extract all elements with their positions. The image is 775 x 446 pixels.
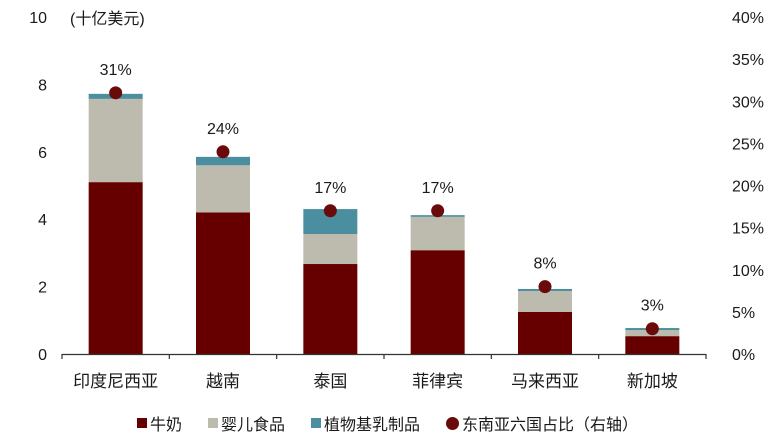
right-tick-label: 5% (732, 305, 755, 322)
share-dot (109, 86, 123, 100)
infant-food-swatch-icon (207, 418, 218, 428)
legend-label: 婴儿食品 (220, 417, 285, 434)
milk-swatch-icon (136, 418, 147, 428)
legend-label: 植物基乳制品 (324, 417, 421, 434)
bar-stack (518, 288, 572, 354)
share-dot (323, 204, 337, 218)
left-tick-label: 2 (38, 280, 47, 297)
bar-segment (410, 250, 465, 354)
share-dots: 31% 24% 17% 17% 8% 3% (100, 62, 664, 336)
bar-segment (196, 165, 250, 213)
right-tick-label: 35% (732, 52, 764, 69)
category-label: 马来西亚 (511, 372, 579, 391)
right-tick-label: 40% (732, 10, 764, 27)
bar-segment (625, 336, 680, 354)
bar-segment (88, 98, 143, 183)
bar-stack (303, 209, 358, 354)
bars (88, 93, 680, 354)
left-tick-label: 8 (38, 77, 47, 94)
left-tick-label: 0 (38, 347, 47, 364)
bar-segment (518, 311, 572, 354)
right-tick-label: 15% (732, 221, 764, 238)
legend-item-share: 东南亚六国占比（右轴） (446, 411, 638, 435)
bar-stack (196, 156, 250, 354)
share-dot (216, 145, 230, 159)
category-label: 越南 (206, 372, 240, 391)
category-label: 泰国 (313, 372, 347, 391)
legend-item-infant-food: 婴儿食品 (207, 411, 285, 435)
share-dot (431, 204, 445, 218)
bar-segment (196, 212, 250, 354)
share-data-label: 17% (422, 180, 454, 197)
bar-segment (196, 156, 250, 166)
legend-label: 东南亚六国占比（右轴） (462, 417, 639, 434)
legend-label: 牛奶 (149, 417, 182, 434)
bar-segment (88, 182, 143, 354)
right-tick-label: 0% (732, 347, 755, 364)
right-tick-label: 10% (732, 263, 764, 280)
share-data-label: 24% (207, 121, 239, 138)
right-tick-label: 30% (732, 94, 764, 111)
share-dot (645, 322, 659, 336)
share-data-label: 31% (100, 62, 132, 79)
left-tick-label: 4 (38, 212, 47, 229)
right-tick-label: 20% (732, 179, 764, 196)
category-label: 印度尼西亚 (73, 372, 158, 391)
bar-segment (303, 234, 358, 265)
category-label: 菲律宾 (412, 372, 463, 391)
share-dot (538, 280, 552, 294)
right-tick-label: 25% (732, 136, 764, 153)
bar-stack (410, 215, 465, 354)
bar-segment (518, 290, 572, 312)
x-axis: 印度尼西亚 越南 泰国 菲律宾 马来西亚 新加坡 (61, 353, 707, 391)
legend-item-plant-dairy: 植物基乳制品 (311, 411, 420, 435)
left-y-axis: 0 2 4 6 8 10 (29, 10, 47, 364)
legend: 牛奶 婴儿食品 植物基乳制品 东南亚六国占比（右轴） (0, 409, 775, 437)
stacked-bar-chart: 0 2 4 6 8 10 0% 5% 10% 15% 20% 25% 30% 35% 40% (十亿美元)… (29, 10, 764, 391)
share-data-label: 17% (314, 180, 346, 197)
left-tick-label: 10 (29, 10, 47, 27)
bar-segment (410, 216, 465, 251)
bar-stack (88, 93, 143, 354)
right-y-axis: 0% 5% 10% 15% 20% 25% 30% 35% 40% (732, 10, 764, 364)
share-data-label: 3% (641, 298, 664, 315)
left-tick-label: 6 (38, 145, 47, 162)
bar-segment (303, 264, 358, 354)
share-dot-icon (446, 416, 460, 430)
category-label: 新加坡 (627, 372, 678, 391)
plant-dairy-swatch-icon (311, 418, 321, 428)
unit-label: (十亿美元) (70, 10, 145, 28)
legend-item-milk: 牛奶 (136, 411, 182, 435)
share-data-label: 8% (533, 256, 556, 273)
